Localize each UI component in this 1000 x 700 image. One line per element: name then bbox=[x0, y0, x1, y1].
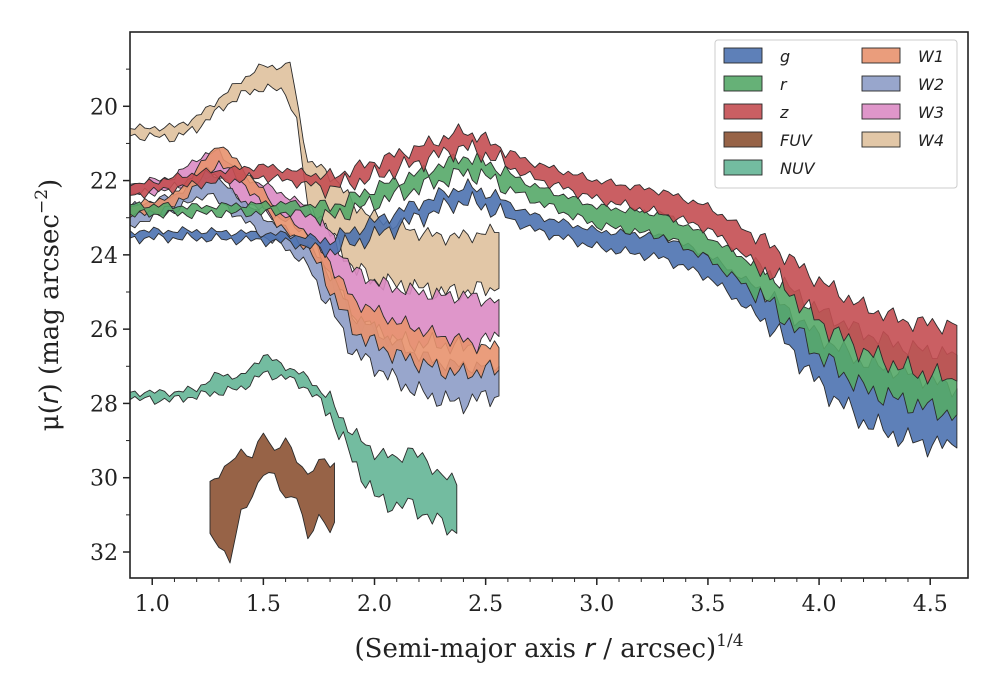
x-tick-label: 3.0 bbox=[579, 592, 614, 617]
legend-label-nuv: NUV bbox=[780, 159, 816, 178]
y-axis-title: μ(r) (mag arcsec−2) bbox=[32, 179, 65, 431]
x-tick-label: 4.0 bbox=[802, 592, 837, 617]
band-nuv bbox=[130, 354, 458, 536]
y-tick-label: 28 bbox=[90, 392, 118, 417]
legend-label-g: g bbox=[780, 47, 790, 66]
legend-label-z: z bbox=[779, 103, 789, 122]
legend-swatch-w4 bbox=[861, 131, 901, 148]
y-tick-label: 20 bbox=[90, 95, 118, 120]
band-w1 bbox=[130, 146, 500, 380]
x-tick-label: 1.0 bbox=[135, 592, 170, 617]
band-z bbox=[130, 123, 958, 385]
y-tick-label: 30 bbox=[90, 467, 118, 492]
legend-label-w4: W4 bbox=[918, 131, 944, 150]
legend-label-w3: W3 bbox=[918, 103, 944, 122]
y-axis: 20 22 24 26 28 30 32 bbox=[90, 68, 130, 566]
legend-swatch-z bbox=[723, 103, 763, 120]
legend-label-fuv: FUV bbox=[780, 131, 813, 150]
x-axis: 1.0 1.5 2.0 2.5 3.0 3.5 4.0 4.5 bbox=[135, 578, 948, 617]
legend-swatch-w3 bbox=[861, 103, 901, 120]
x-tick-label: 2.5 bbox=[468, 592, 503, 617]
legend-label-w1: W1 bbox=[918, 47, 944, 66]
legend-swatch-fuv bbox=[723, 131, 763, 148]
plot-frame bbox=[129, 31, 969, 579]
y-tick-label: 24 bbox=[90, 244, 118, 269]
band-fuv bbox=[209, 432, 335, 564]
x-tick-label: 4.5 bbox=[913, 592, 948, 617]
band-r bbox=[130, 153, 958, 421]
legend: grz FUV NUV W1 W2 W3 W4 bbox=[714, 39, 958, 189]
legend-swatch-r bbox=[723, 75, 763, 92]
x-tick-label: 2.0 bbox=[357, 592, 392, 617]
profile-bands bbox=[130, 61, 958, 564]
band-g bbox=[130, 178, 958, 458]
y-tick-label: 32 bbox=[90, 541, 118, 566]
legend-swatch-w2 bbox=[861, 75, 901, 92]
y-tick-label: 22 bbox=[90, 170, 118, 195]
legend-swatch-nuv bbox=[723, 159, 763, 176]
x-axis-title: (Semi-major axis r / arcsec)1/4 bbox=[354, 631, 743, 664]
legend-label-r: r bbox=[780, 75, 788, 94]
x-tick-label: 1.5 bbox=[246, 592, 281, 617]
legend-swatch-w1 bbox=[861, 47, 901, 64]
legend-swatch-g bbox=[723, 47, 763, 64]
legend-label-w2: W2 bbox=[918, 75, 944, 94]
x-tick-label: 3.5 bbox=[690, 592, 725, 617]
y-tick-label: 26 bbox=[90, 318, 118, 343]
